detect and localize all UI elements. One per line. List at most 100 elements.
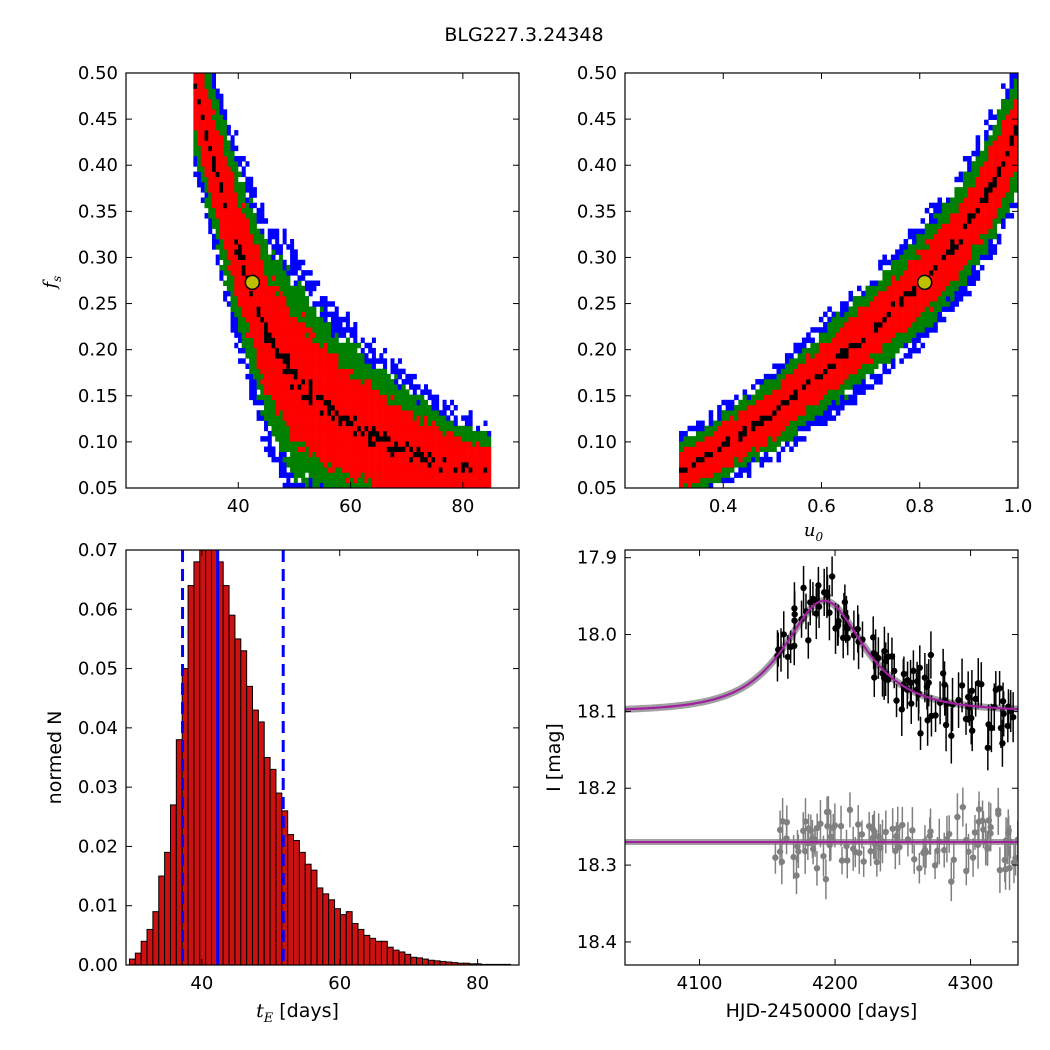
density-cell-red — [286, 405, 291, 411]
density-cell-green — [869, 363, 875, 369]
density-cell-red — [438, 451, 443, 458]
y-axis-label: normed N — [44, 711, 66, 805]
density-cell-blue — [353, 332, 358, 338]
density-cell-green — [945, 290, 951, 297]
density-cell-red — [297, 368, 302, 375]
density-cell-red — [848, 368, 854, 375]
density-cell-green — [249, 363, 254, 369]
density-cell-blue — [267, 436, 272, 442]
density-cell-green — [319, 477, 324, 484]
density-cell-black — [967, 218, 972, 224]
observation-point — [921, 674, 929, 681]
density-cell-red — [301, 420, 306, 427]
density-cell-blue — [695, 425, 701, 432]
density-cell-red — [312, 368, 317, 375]
density-cell-green — [223, 145, 228, 152]
density-cell-green — [742, 394, 748, 401]
density-cell-green — [958, 187, 964, 193]
density-cell-green — [954, 197, 959, 203]
density-cell-blue — [275, 249, 280, 255]
density-cell-red — [338, 405, 343, 411]
density-cell-green — [371, 379, 376, 385]
density-cell-red — [431, 482, 436, 488]
density-cell-red — [334, 399, 339, 406]
density-cell-red — [907, 275, 913, 281]
density-cell-red — [468, 441, 473, 447]
density-cell-red — [200, 150, 205, 157]
density-cell-red — [312, 358, 317, 364]
density-cell-red — [338, 446, 343, 452]
density-cell-green — [941, 213, 947, 219]
density-cell-red — [763, 436, 769, 442]
plot-area — [625, 556, 1018, 902]
x-tick-label: 4100 — [677, 973, 723, 994]
density-cell-red — [357, 420, 362, 427]
density-cell-red — [282, 410, 287, 416]
density-cell-blue — [301, 275, 306, 281]
density-cell-red — [223, 213, 228, 219]
density-cell-black — [695, 456, 701, 463]
density-cell-red — [823, 363, 828, 369]
density-cell-red — [401, 462, 406, 468]
density-cell-green — [357, 373, 362, 380]
observation-point — [871, 674, 878, 681]
density-cell-red — [856, 306, 862, 312]
density-cell-red — [457, 451, 462, 458]
density-cell-red — [461, 456, 466, 463]
density-cell-red — [264, 353, 269, 359]
density-cell-red — [197, 104, 202, 110]
density-cell-blue — [679, 436, 684, 442]
density-cell-red — [364, 415, 369, 421]
density-cell-green — [861, 301, 866, 307]
density-cell-red — [937, 254, 943, 261]
density-cell-blue — [249, 187, 254, 193]
density-cell-blue — [208, 228, 213, 235]
density-cell-red — [831, 353, 837, 359]
density-cell-red — [742, 451, 748, 458]
density-cell-blue — [412, 384, 417, 390]
density-cell-red — [975, 187, 981, 193]
density-cell-green — [1005, 98, 1010, 105]
observation-point — [1000, 710, 1007, 717]
density-cell-green — [219, 114, 224, 120]
density-cell-red — [293, 332, 298, 338]
density-cell-green — [721, 415, 726, 421]
density-cell-green — [397, 394, 402, 401]
density-cell-green — [252, 239, 257, 245]
density-cell-blue — [878, 264, 883, 271]
density-cell-green — [958, 192, 964, 198]
density-cell-red — [349, 394, 354, 401]
density-cell-black — [204, 130, 209, 136]
density-cell-red — [483, 482, 488, 488]
density-cell-red — [810, 358, 815, 364]
density-cell-red — [729, 456, 735, 463]
density-cell-red — [394, 482, 399, 488]
density-cell-red — [708, 436, 714, 442]
density-cell-blue — [297, 275, 302, 281]
density-cell-red — [683, 472, 688, 478]
density-cell-red — [759, 410, 765, 416]
density-cell-red — [323, 425, 328, 432]
density-cell-red — [208, 150, 213, 157]
density-cell-black — [461, 462, 466, 468]
density-cell-red — [375, 482, 380, 488]
density-cell-red — [278, 316, 283, 323]
density-cell-blue — [394, 379, 399, 385]
density-cell-green — [312, 456, 317, 463]
density-cell-red — [312, 353, 317, 359]
density-cell-blue — [823, 410, 828, 416]
density-cell-red — [275, 389, 280, 395]
density-cell-green — [304, 311, 309, 318]
density-cell-green — [197, 156, 202, 162]
density-cell-green — [223, 119, 228, 126]
x-tick-label: 40 — [190, 973, 213, 994]
density-cell-red — [223, 233, 228, 240]
density-cell-red — [865, 311, 871, 318]
histogram-bar — [433, 960, 441, 965]
density-cell-blue — [912, 228, 917, 235]
observation-point — [910, 667, 917, 675]
density-cell-green — [301, 477, 306, 484]
density-cell-red — [245, 290, 250, 297]
density-cell-red — [848, 327, 854, 333]
density-cell-red — [238, 259, 243, 266]
